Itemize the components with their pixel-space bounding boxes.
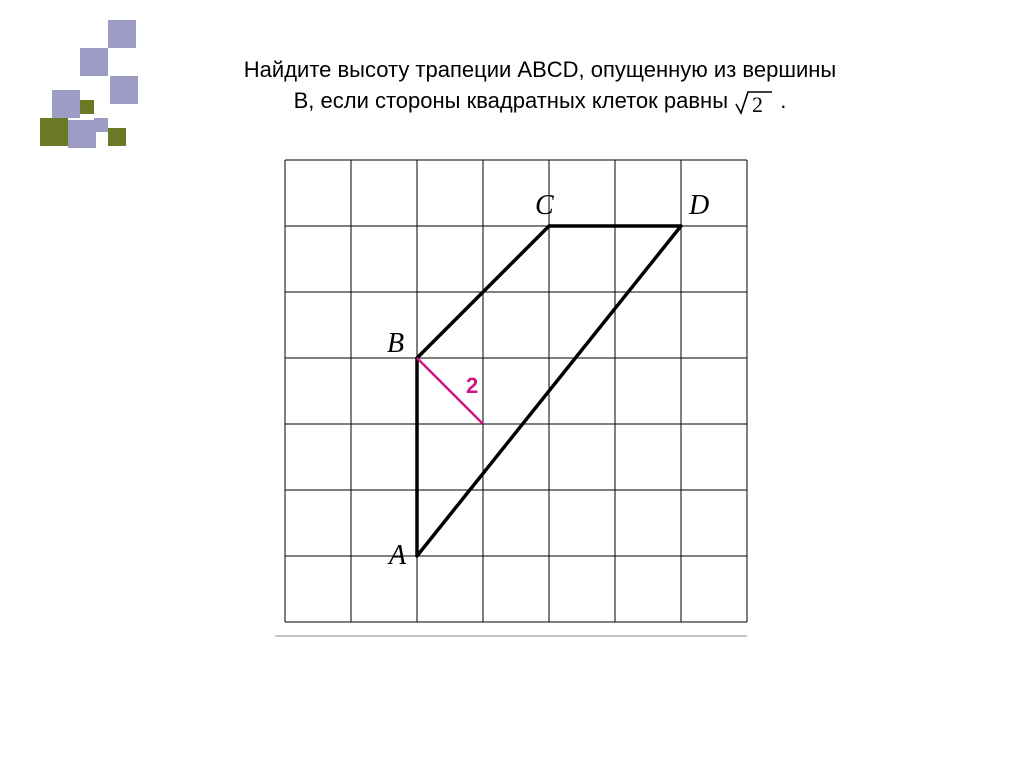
deco-square: [52, 90, 80, 118]
deco-square: [80, 48, 108, 76]
deco-square: [40, 118, 68, 146]
vertex-label-D: D: [688, 190, 709, 221]
geometry-figure: 2 A B C D: [275, 150, 755, 650]
deco-square: [110, 76, 138, 104]
deco-square: [80, 100, 94, 114]
decorative-pixel-art: [40, 20, 200, 180]
height-label: 2: [466, 373, 478, 398]
deco-square: [94, 118, 108, 132]
deco-square: [108, 128, 126, 146]
sqrt-radicand: 2: [752, 92, 763, 117]
vertex-label-C: C: [535, 190, 554, 221]
vertex-label-B: B: [387, 328, 404, 359]
sqrt-expression: 2: [734, 88, 774, 116]
deco-square: [68, 120, 96, 148]
problem-line-2b: .: [780, 88, 786, 113]
vertex-label-A: A: [387, 540, 407, 571]
problem-line-2a: B, если стороны квадратных клеток равны: [294, 88, 735, 113]
deco-square: [108, 20, 136, 48]
problem-statement: Найдите высоту трапеции ABCD, опущенную …: [200, 55, 880, 117]
problem-line-1: Найдите высоту трапеции ABCD, опущенную …: [244, 57, 836, 82]
